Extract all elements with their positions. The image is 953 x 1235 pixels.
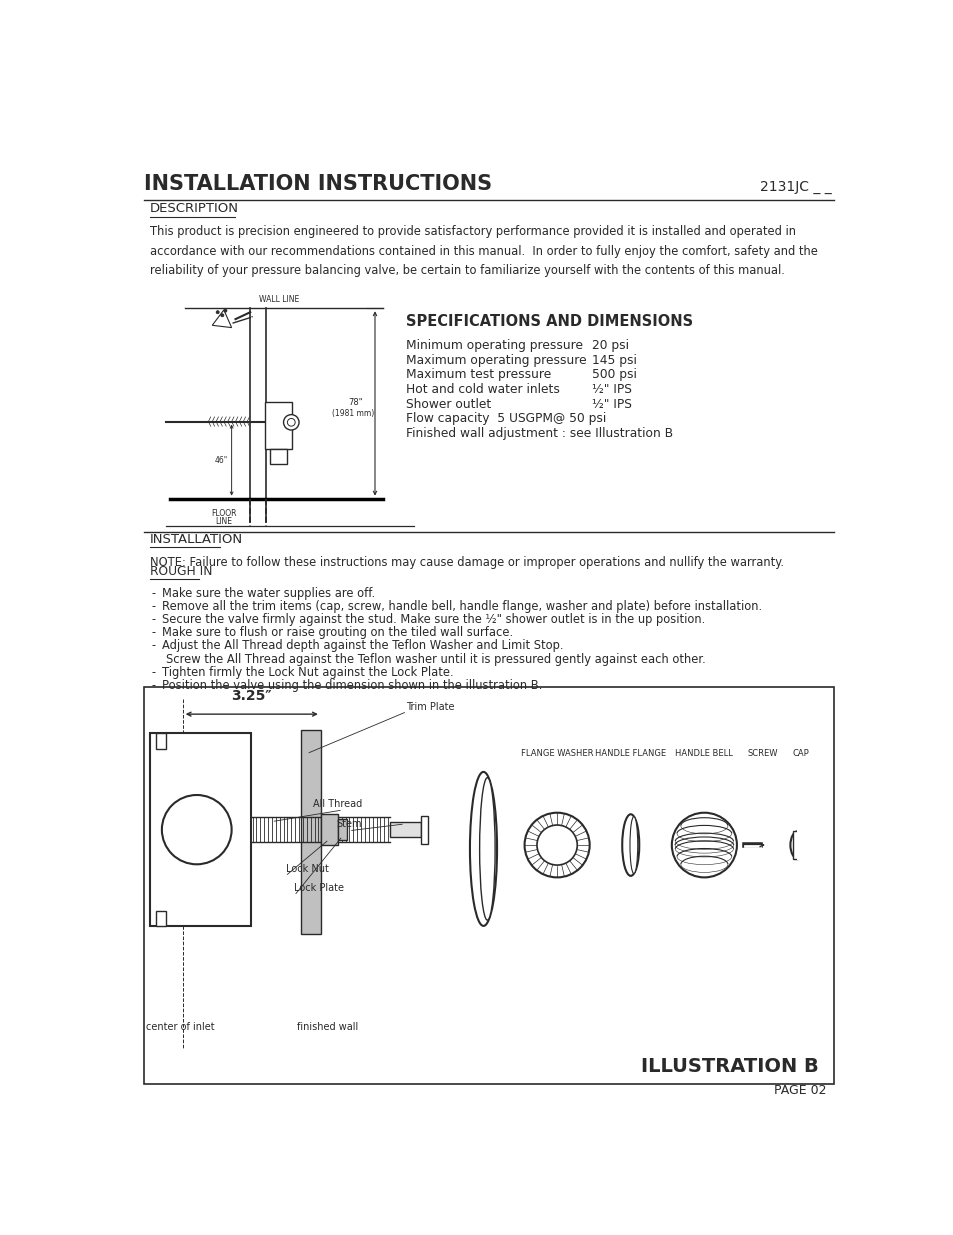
Text: Make sure to flush or raise grouting on the tiled wall surface.: Make sure to flush or raise grouting on … [162, 626, 513, 640]
Text: ILLUSTRATION B: ILLUSTRATION B [639, 1057, 818, 1076]
Text: Trim Plate: Trim Plate [406, 703, 454, 713]
Circle shape [220, 314, 224, 317]
Text: FLANGE WASHER: FLANGE WASHER [520, 750, 593, 758]
Text: ½" IPS: ½" IPS [592, 398, 631, 411]
Text: center of inlet: center of inlet [146, 1021, 214, 1032]
Bar [390, 823, 421, 837]
Polygon shape [212, 310, 232, 327]
Text: Adjust the All Thread depth against the Teflon Washer and Limit Stop.: Adjust the All Thread depth against the … [162, 640, 563, 652]
Ellipse shape [621, 814, 639, 876]
Text: Position the valve using the dimension shown in the illustration B.: Position the valve using the dimension s… [162, 679, 541, 692]
Bar [796, 830, 807, 861]
Text: -: - [152, 600, 155, 614]
Text: SPECIFICATIONS AND DIMENSIONS: SPECIFICATIONS AND DIMENSIONS [406, 314, 693, 329]
Text: 145 psi: 145 psi [592, 353, 637, 367]
Text: FLOOR: FLOOR [211, 509, 236, 519]
Text: All Thread: All Thread [313, 799, 362, 809]
Text: This product is precision engineered to provide satisfactory performance provide: This product is precision engineered to … [150, 225, 818, 277]
Text: DESCRIPTION: DESCRIPTION [150, 203, 239, 215]
Text: -: - [152, 640, 155, 652]
Text: Finished wall adjustment : see Illustration B: Finished wall adjustment : see Illustrat… [406, 427, 673, 440]
Text: Secure the valve firmly against the stud. Make sure the ½" shower outlet is in t: Secure the valve firmly against the stud… [162, 614, 704, 626]
Text: WALL LINE: WALL LINE [258, 295, 298, 304]
Bar [421, 816, 427, 844]
Ellipse shape [479, 778, 495, 920]
Bar [156, 734, 166, 748]
Bar [793, 831, 798, 858]
Text: LINE: LINE [215, 517, 233, 526]
Circle shape [524, 813, 589, 877]
Text: 78": 78" [348, 398, 362, 406]
Text: Remove all the trim items (cap, screw, handle bell, handle flange, washer and pl: Remove all the trim items (cap, screw, h… [162, 600, 761, 614]
Text: -: - [152, 587, 155, 600]
Text: Flow capacity  5 USGPM@ 50 psi: Flow capacity 5 USGPM@ 50 psi [406, 412, 605, 425]
Text: Screw the All Thread against the Teflon washer until it is pressured gently agai: Screw the All Thread against the Teflon … [166, 652, 705, 666]
Bar [337, 819, 347, 841]
Bar [265, 403, 292, 448]
Bar [301, 730, 320, 934]
Text: -: - [152, 614, 155, 626]
Ellipse shape [470, 772, 497, 926]
Circle shape [671, 813, 736, 877]
Text: (1981 mm): (1981 mm) [332, 409, 374, 417]
Text: ½" IPS: ½" IPS [592, 383, 631, 396]
Text: Shower outlet: Shower outlet [406, 398, 491, 411]
Bar [150, 734, 251, 926]
Text: Lock Plate: Lock Plate [294, 883, 343, 893]
Text: INSTALLATION: INSTALLATION [150, 532, 243, 546]
Ellipse shape [629, 816, 637, 873]
Text: Maximum operating pressure: Maximum operating pressure [406, 353, 586, 367]
Bar [270, 448, 286, 464]
Ellipse shape [790, 831, 805, 858]
Text: -: - [152, 666, 155, 679]
Bar [320, 814, 337, 845]
Circle shape [283, 415, 298, 430]
Text: SCREW: SCREW [746, 750, 777, 758]
Circle shape [162, 795, 232, 864]
Text: Maximum test pressure: Maximum test pressure [406, 368, 551, 382]
Text: 20 psi: 20 psi [592, 340, 628, 352]
Circle shape [287, 419, 294, 426]
Text: CAP: CAP [792, 750, 809, 758]
Text: finished wall: finished wall [297, 1021, 358, 1032]
Bar [156, 910, 166, 926]
Text: Tighten firmly the Lock Nut against the Lock Plate.: Tighten firmly the Lock Nut against the … [162, 666, 453, 679]
Text: Lock Nut: Lock Nut [286, 864, 329, 874]
Bar [144, 687, 833, 1084]
Text: ROUGH IN: ROUGH IN [150, 564, 213, 578]
Text: Hot and cold water inlets: Hot and cold water inlets [406, 383, 559, 396]
Text: 46": 46" [214, 456, 228, 464]
Circle shape [224, 309, 227, 312]
Text: Stem: Stem [335, 819, 361, 830]
Text: PAGE 02: PAGE 02 [773, 1084, 825, 1097]
Circle shape [537, 825, 577, 864]
Text: HANDLE BELL: HANDLE BELL [675, 750, 733, 758]
Text: HANDLE FLANGE: HANDLE FLANGE [595, 750, 665, 758]
Text: 500 psi: 500 psi [592, 368, 637, 382]
Text: -: - [152, 679, 155, 692]
Text: INSTALLATION INSTRUCTIONS: INSTALLATION INSTRUCTIONS [144, 174, 492, 194]
Text: Minimum operating pressure: Minimum operating pressure [406, 340, 582, 352]
Text: NOTE: Failure to follow these instructions may cause damage or improper operatio: NOTE: Failure to follow these instructio… [150, 556, 783, 569]
Circle shape [216, 311, 219, 314]
Text: 3.25″: 3.25″ [232, 689, 272, 704]
Text: -: - [152, 626, 155, 640]
Text: Make sure the water supplies are off.: Make sure the water supplies are off. [162, 587, 375, 600]
Text: 2131JC _ _: 2131JC _ _ [760, 180, 831, 194]
